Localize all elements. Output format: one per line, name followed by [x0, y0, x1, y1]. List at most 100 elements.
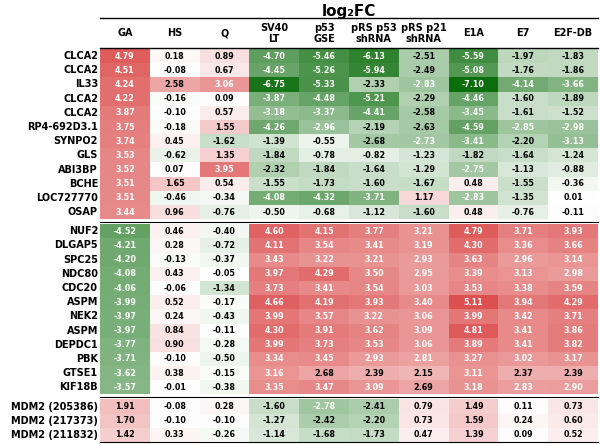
Bar: [299, 120, 349, 134]
Bar: [299, 134, 349, 148]
Bar: [250, 77, 299, 91]
Bar: [100, 49, 150, 63]
Bar: [200, 253, 250, 267]
Text: -2.42: -2.42: [313, 416, 335, 425]
Bar: [299, 295, 349, 309]
Text: -0.10: -0.10: [163, 416, 186, 425]
Text: 3.45: 3.45: [314, 354, 334, 364]
Text: -5.21: -5.21: [362, 94, 385, 103]
Text: 3.02: 3.02: [514, 354, 533, 364]
Bar: [399, 77, 449, 91]
Text: -4.06: -4.06: [113, 284, 136, 293]
Text: OSAP: OSAP: [68, 207, 98, 217]
Text: HS: HS: [167, 28, 182, 39]
Bar: [299, 63, 349, 77]
Bar: [349, 191, 399, 205]
Bar: [399, 238, 449, 253]
Bar: [349, 253, 399, 267]
Bar: [399, 414, 449, 428]
Bar: [499, 338, 548, 352]
Bar: [349, 352, 399, 366]
Bar: [499, 163, 548, 177]
Bar: [200, 77, 250, 91]
Bar: [548, 177, 598, 191]
Text: -4.14: -4.14: [512, 80, 535, 89]
Bar: [499, 324, 548, 338]
Text: 3.91: 3.91: [314, 326, 334, 335]
Text: -4.08: -4.08: [263, 194, 286, 202]
Bar: [449, 309, 499, 324]
Text: 2.95: 2.95: [414, 270, 434, 278]
Bar: [299, 400, 349, 414]
Bar: [100, 77, 150, 91]
Text: -3.66: -3.66: [562, 80, 584, 89]
Text: 1.35: 1.35: [215, 151, 235, 160]
Bar: [150, 253, 200, 267]
Bar: [449, 281, 499, 295]
Text: -0.34: -0.34: [213, 194, 236, 202]
Bar: [499, 281, 548, 295]
Text: 3.11: 3.11: [464, 369, 484, 378]
Bar: [200, 120, 250, 134]
Text: -0.06: -0.06: [163, 284, 186, 293]
Text: -1.68: -1.68: [313, 430, 335, 440]
Text: E1A: E1A: [463, 28, 484, 39]
Bar: [299, 148, 349, 163]
Bar: [100, 163, 150, 177]
Bar: [150, 414, 200, 428]
Text: NUF2: NUF2: [68, 226, 98, 236]
Text: PBK: PBK: [76, 354, 98, 364]
Bar: [499, 177, 548, 191]
Bar: [548, 400, 598, 414]
Text: 4.81: 4.81: [464, 326, 484, 335]
Bar: [100, 414, 150, 428]
Text: MDM2 (217373): MDM2 (217373): [11, 416, 98, 426]
Bar: [250, 281, 299, 295]
Bar: [499, 366, 548, 380]
Bar: [200, 238, 250, 253]
Text: 0.60: 0.60: [563, 416, 583, 425]
Text: -4.41: -4.41: [362, 108, 385, 117]
Text: -2.83: -2.83: [462, 194, 485, 202]
Bar: [349, 267, 399, 281]
Bar: [399, 267, 449, 281]
Text: -3.41: -3.41: [462, 137, 485, 146]
Text: -1.60: -1.60: [362, 179, 385, 188]
Bar: [499, 77, 548, 91]
Text: 3.86: 3.86: [563, 326, 583, 335]
Bar: [200, 134, 250, 148]
Text: 2.39: 2.39: [563, 369, 583, 378]
Bar: [299, 324, 349, 338]
Text: 3.77: 3.77: [364, 227, 384, 236]
Bar: [100, 205, 150, 219]
Text: DLGAP5: DLGAP5: [55, 241, 98, 250]
Text: 0.38: 0.38: [165, 369, 185, 378]
Text: 3.73: 3.73: [314, 340, 334, 349]
Bar: [349, 63, 399, 77]
Bar: [449, 163, 499, 177]
Bar: [449, 224, 499, 238]
Bar: [100, 224, 150, 238]
Text: 3.16: 3.16: [265, 369, 284, 378]
Bar: [499, 148, 548, 163]
Bar: [449, 338, 499, 352]
Bar: [548, 106, 598, 120]
Bar: [399, 428, 449, 442]
Text: 3.54: 3.54: [314, 241, 334, 250]
Text: p53
GSE: p53 GSE: [313, 23, 335, 44]
Bar: [250, 400, 299, 414]
Bar: [449, 134, 499, 148]
Text: 3.06: 3.06: [215, 80, 235, 89]
Bar: [100, 366, 150, 380]
Bar: [200, 281, 250, 295]
Text: ASPM: ASPM: [67, 325, 98, 336]
Text: 2.69: 2.69: [414, 383, 434, 392]
Text: 0.07: 0.07: [165, 165, 185, 174]
Bar: [449, 267, 499, 281]
Text: 3.03: 3.03: [414, 284, 434, 293]
Text: 3.99: 3.99: [265, 312, 284, 321]
Text: -6.13: -6.13: [362, 52, 385, 60]
Bar: [150, 163, 200, 177]
Text: -0.08: -0.08: [163, 402, 186, 411]
Text: NDC80: NDC80: [61, 269, 98, 279]
